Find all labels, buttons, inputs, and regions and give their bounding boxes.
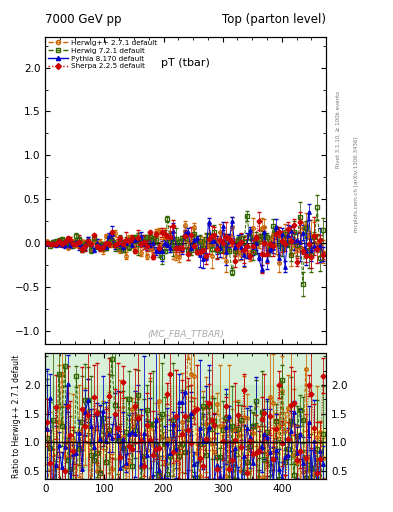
Text: Top (parton level): Top (parton level)	[222, 13, 326, 26]
Legend: Herwig++ 2.7.1 default, Herwig 7.2.1 default, Pythia 8.170 default, Sherpa 2.2.5: Herwig++ 2.7.1 default, Herwig 7.2.1 def…	[47, 38, 159, 71]
Bar	[45, 385, 326, 471]
Text: (MC_FBA_TTBAR): (MC_FBA_TTBAR)	[147, 329, 224, 338]
Text: Rivet 3.1.10, ≥ 100k events: Rivet 3.1.10, ≥ 100k events	[336, 91, 341, 167]
Text: 7000 GeV pp: 7000 GeV pp	[45, 13, 122, 26]
Text: mcplots.cern.ch [arXiv:1306.3436]: mcplots.cern.ch [arXiv:1306.3436]	[354, 137, 359, 232]
Y-axis label: Ratio to Herwig++ 2.7.1 default: Ratio to Herwig++ 2.7.1 default	[12, 354, 21, 478]
Text: pT (tbar): pT (tbar)	[161, 58, 210, 69]
Bar	[45, 428, 326, 457]
